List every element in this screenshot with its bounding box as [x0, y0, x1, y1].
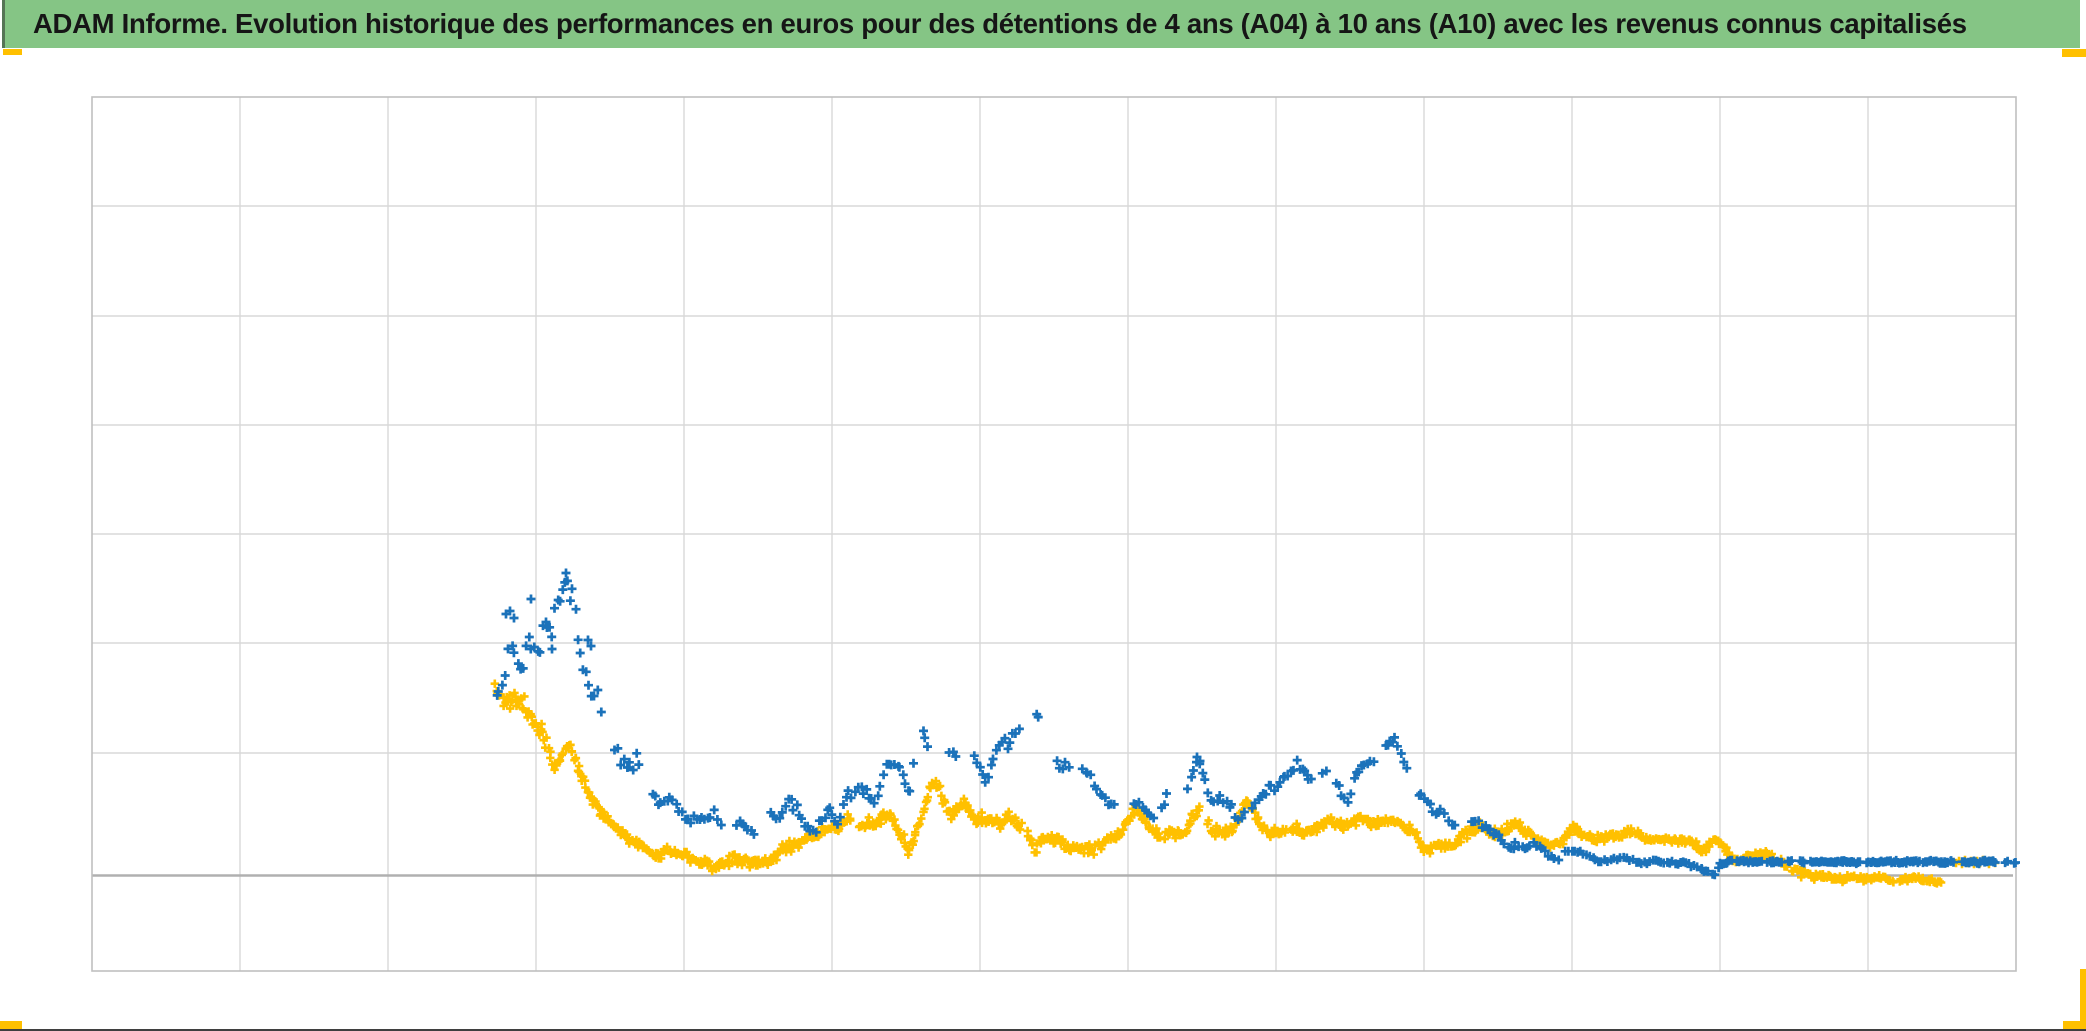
corner-accent-top-left — [3, 49, 22, 55]
corner-accent-top-right — [2062, 49, 2086, 57]
page-title: ADAM Informe. Evolution historique des p… — [33, 8, 1967, 39]
series_blue_upper_scatter — [492, 568, 2020, 880]
corner-accent-bottom-right-vertical — [2080, 969, 2086, 1031]
plot-border — [91, 96, 2017, 972]
corner-accent-bottom-left — [0, 1021, 22, 1030]
title-bar: ADAM Informe. Evolution historique des p… — [2, 0, 2080, 48]
bottom-rule-line — [0, 1029, 2086, 1031]
corner-accent-bottom-right-horizontal — [2063, 1021, 2086, 1031]
